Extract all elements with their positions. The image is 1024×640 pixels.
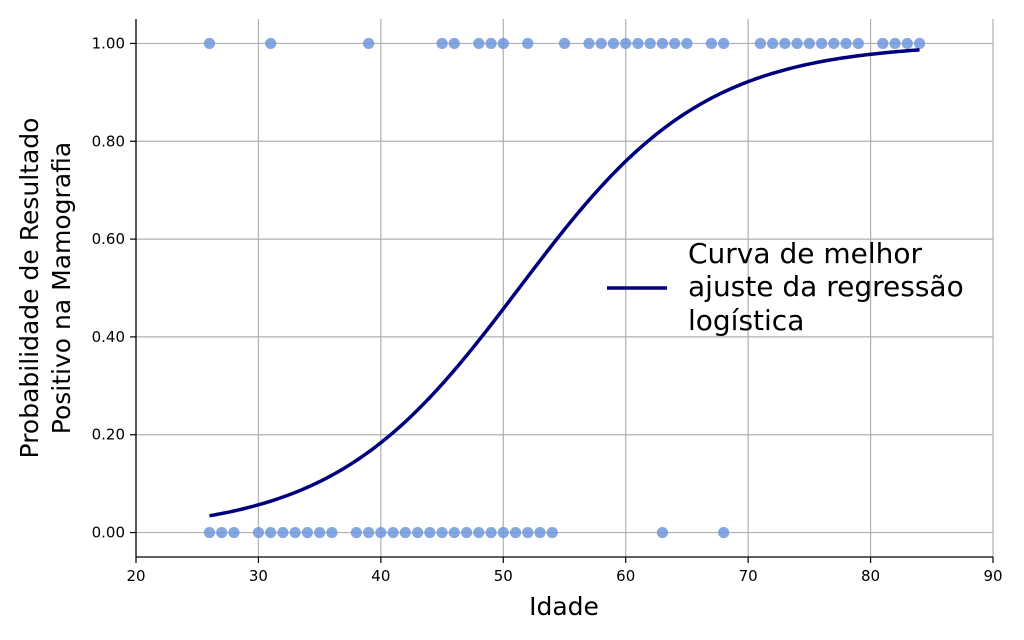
data-point [448, 37, 460, 50]
x-tick-label: 70 [739, 567, 758, 585]
data-point [265, 526, 277, 539]
logistic-curve [209, 48, 920, 518]
y-tick-label: 0.60 [92, 230, 125, 248]
data-point [595, 37, 607, 50]
data-point [669, 37, 681, 50]
data-point [448, 526, 460, 539]
x-tick-label: 20 [126, 567, 145, 585]
legend-label-line: logística [688, 304, 804, 337]
data-point [265, 37, 277, 50]
x-tick-label: 90 [983, 567, 1002, 585]
legend-label-line: ajuste da regressão [688, 270, 964, 303]
data-point [363, 37, 375, 50]
data-point [607, 37, 620, 50]
data-point [705, 37, 718, 50]
y-axis-title-line: Probabilidade de Resultado [15, 118, 44, 459]
data-point [460, 526, 473, 539]
data-point [754, 37, 766, 50]
data-point [485, 37, 497, 50]
data-point [644, 37, 656, 50]
data-point [350, 526, 362, 539]
x-axis-title: Idade [529, 592, 599, 621]
data-point [534, 526, 546, 539]
data-point [546, 526, 558, 539]
data-point [803, 37, 815, 50]
x-tick-label: 30 [249, 567, 268, 585]
data-point [718, 526, 730, 539]
x-tick-label: 60 [616, 567, 635, 585]
data-point [583, 37, 595, 50]
data-point [718, 37, 730, 50]
data-point [424, 526, 436, 539]
data-point [632, 37, 644, 50]
data-point [363, 526, 375, 539]
y-tick-label: 0.00 [92, 524, 125, 542]
data-point [779, 37, 791, 50]
data-point [473, 526, 485, 539]
data-point [522, 37, 534, 50]
y-tick-label: 0.20 [92, 426, 125, 444]
data-point [620, 37, 632, 50]
data-point [816, 37, 828, 50]
data-point [436, 37, 448, 50]
data-point [277, 526, 289, 539]
data-point [877, 37, 889, 50]
data-point [852, 37, 864, 50]
data-point [497, 526, 509, 539]
x-tick-label: 50 [494, 567, 513, 585]
data-point [509, 526, 522, 539]
y-tick-label: 0.80 [92, 132, 125, 150]
axes-spines [135, 19, 993, 558]
data-point [252, 526, 265, 539]
data-point [901, 37, 913, 50]
data-point [289, 526, 301, 539]
data-point [314, 526, 326, 539]
data-point [326, 526, 338, 539]
data-point [791, 37, 803, 50]
data-point [840, 37, 852, 50]
data-point [681, 37, 693, 50]
data-point [436, 526, 448, 539]
y-axis-ticks: 0.00 0.20 0.40 0.60 0.80 1.00 [92, 34, 136, 542]
x-tick-label: 40 [371, 567, 390, 585]
data-point [473, 37, 485, 50]
data-point [485, 526, 497, 539]
data-point [387, 526, 399, 539]
data-point [767, 37, 779, 50]
data-point [216, 526, 228, 539]
data-point [558, 37, 571, 50]
y-tick-label: 1.00 [92, 34, 125, 52]
data-point [828, 37, 840, 50]
data-point [522, 526, 534, 539]
y-axis-title: Probabilidade de Resultado Positivo na Ma… [15, 118, 76, 459]
y-tick-label: 0.40 [92, 328, 125, 346]
data-point [203, 526, 216, 539]
data-point [203, 37, 216, 50]
data-point [656, 37, 669, 50]
scatter-points [203, 37, 926, 539]
legend-label-line: Curva de melhor [688, 237, 922, 270]
x-tick-label: 80 [861, 567, 880, 585]
data-point [301, 526, 313, 539]
data-point [375, 526, 387, 539]
data-point [913, 37, 926, 50]
data-point [497, 37, 509, 50]
y-axis-title-line: Positivo na Mamografia [47, 142, 76, 434]
data-point [411, 526, 424, 539]
data-point [399, 526, 411, 539]
x-axis-ticks: 20 30 40 50 60 70 80 90 [126, 557, 1003, 585]
data-point [228, 526, 240, 539]
data-point [889, 37, 901, 50]
data-point [656, 526, 669, 539]
